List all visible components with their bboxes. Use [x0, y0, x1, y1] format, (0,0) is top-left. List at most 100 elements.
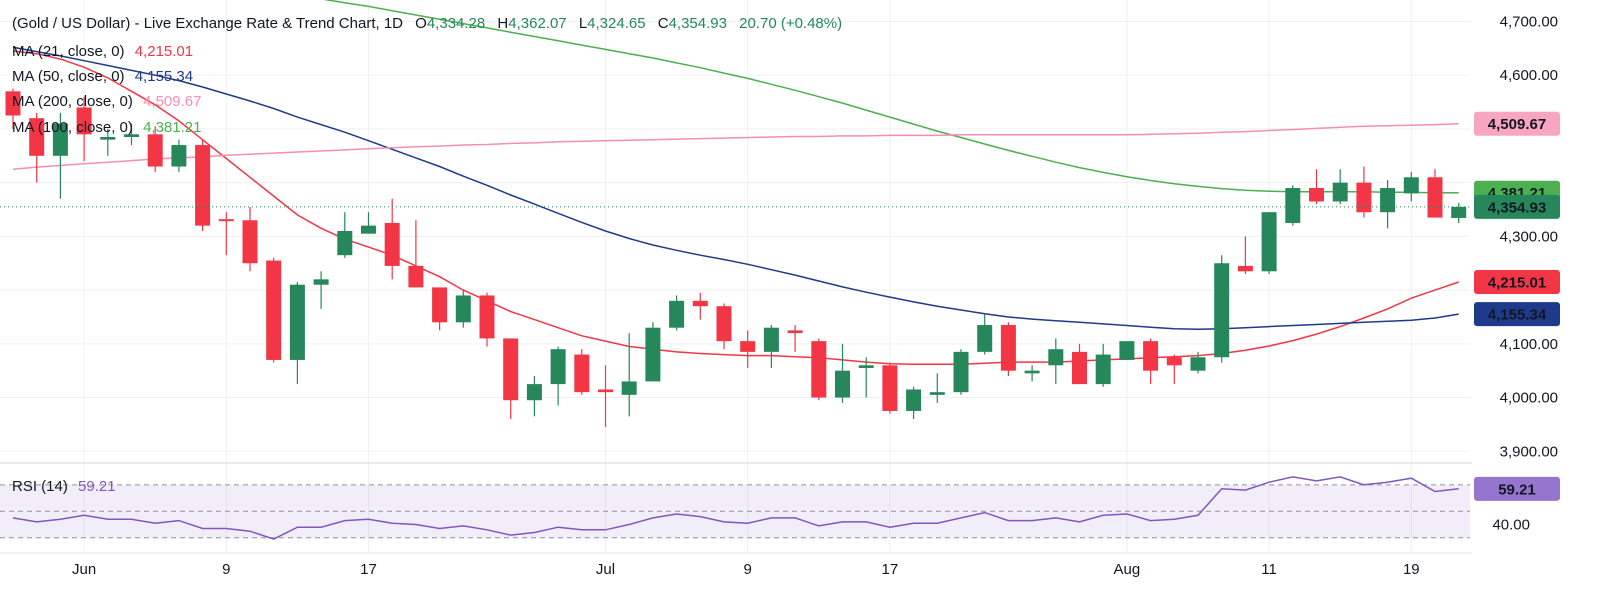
- time-tick-label: 9: [222, 561, 230, 578]
- candle-body: [1285, 188, 1301, 223]
- candle[interactable]: [503, 338, 519, 420]
- candle-body: [763, 327, 779, 352]
- candle[interactable]: [1166, 354, 1182, 385]
- candle[interactable]: [455, 290, 471, 328]
- candle[interactable]: [5, 88, 21, 129]
- candle[interactable]: [1024, 365, 1040, 382]
- close-label: C: [658, 15, 669, 32]
- candle[interactable]: [76, 96, 92, 162]
- candle[interactable]: [1309, 169, 1324, 205]
- candle-body: [526, 384, 542, 401]
- candle[interactable]: [1237, 236, 1253, 274]
- candle[interactable]: [479, 292, 495, 347]
- candle[interactable]: [811, 338, 827, 401]
- candle[interactable]: [171, 139, 187, 172]
- candle[interactable]: [1119, 341, 1135, 360]
- candle[interactable]: [266, 257, 282, 363]
- legend-ma100[interactable]: MA (100, close, 0) 4,381.21: [12, 119, 201, 136]
- candle[interactable]: [929, 373, 945, 403]
- candle[interactable]: [835, 343, 850, 403]
- candle[interactable]: [1427, 169, 1443, 218]
- candle[interactable]: [1190, 351, 1206, 374]
- candle[interactable]: [1000, 322, 1016, 377]
- candle[interactable]: [574, 349, 590, 395]
- candle[interactable]: [621, 333, 637, 417]
- candle[interactable]: [384, 198, 400, 280]
- candle[interactable]: [218, 212, 234, 256]
- candle-body: [29, 118, 45, 156]
- candle[interactable]: [953, 349, 969, 395]
- price-badge-bg: [1474, 111, 1560, 136]
- candle[interactable]: [787, 325, 803, 352]
- rsi-panel[interactable]: [0, 476, 1470, 540]
- candle[interactable]: [1403, 171, 1419, 202]
- candle-body: [882, 365, 898, 411]
- candle-body: [266, 260, 282, 360]
- candlestick-series[interactable]: [5, 88, 1467, 428]
- price-badge: 4,354.93: [1474, 194, 1560, 219]
- candle[interactable]: [1451, 203, 1467, 224]
- legend-ma50[interactable]: MA (50, close, 0) 4,155.34: [12, 68, 193, 85]
- candle[interactable]: [313, 271, 329, 309]
- rsi-line: [12, 476, 1459, 540]
- candle[interactable]: [1072, 343, 1087, 385]
- candle[interactable]: [645, 322, 661, 382]
- candle[interactable]: [692, 292, 708, 320]
- candle[interactable]: [1356, 166, 1372, 218]
- legend-ma21[interactable]: MA (21, close, 0) 4,215.01: [12, 43, 193, 60]
- price-tick-label: 4,600.00: [1500, 67, 1558, 84]
- legend-ma21-label: MA (21, close, 0): [12, 43, 125, 60]
- candle[interactable]: [337, 212, 353, 258]
- legend-rsi-label: RSI (14): [12, 478, 68, 495]
- candle-body: [52, 123, 68, 156]
- candle[interactable]: [550, 346, 566, 406]
- time-axis[interactable]: Jun 9 17 Jul 9 17 Aug 11 19: [72, 561, 1420, 578]
- candle[interactable]: [882, 362, 898, 414]
- candle[interactable]: [1332, 169, 1348, 205]
- candle[interactable]: [289, 282, 305, 385]
- candle[interactable]: [29, 112, 45, 183]
- time-tick-label: 17: [360, 561, 377, 578]
- open-value: 4,334.28: [427, 15, 485, 32]
- candle[interactable]: [147, 126, 163, 172]
- candle[interactable]: [100, 128, 116, 156]
- candle[interactable]: [669, 295, 685, 331]
- candle-body: [1380, 188, 1396, 213]
- candle-body: [1000, 325, 1016, 371]
- candle[interactable]: [1048, 338, 1064, 385]
- candle[interactable]: [1214, 255, 1230, 363]
- legend-ma200[interactable]: MA (200, close, 0) 4,509.67: [12, 93, 201, 110]
- candle[interactable]: [858, 357, 874, 398]
- price-tick-label: 4,700.00: [1500, 13, 1558, 30]
- candle[interactable]: [1261, 212, 1277, 274]
- candle-body: [289, 284, 305, 360]
- candle-body: [384, 222, 400, 266]
- candle[interactable]: [432, 287, 448, 331]
- candle-body: [740, 341, 756, 352]
- candle[interactable]: [526, 376, 542, 417]
- candle[interactable]: [598, 365, 613, 428]
- candle[interactable]: [763, 325, 779, 368]
- candle-body: [1190, 357, 1206, 371]
- candle[interactable]: [195, 139, 211, 231]
- candle-body: [1356, 182, 1372, 213]
- candle-body: [432, 287, 448, 323]
- legend-rsi[interactable]: RSI (14) 59.21: [12, 478, 116, 495]
- candle[interactable]: [1380, 179, 1396, 229]
- candle[interactable]: [906, 386, 922, 420]
- candle[interactable]: [408, 220, 424, 288]
- legend-ma50-label: MA (50, close, 0): [12, 68, 125, 85]
- candle[interactable]: [52, 112, 68, 199]
- candle[interactable]: [361, 212, 376, 234]
- candle[interactable]: [716, 303, 732, 350]
- price-grid: [0, 0, 1600, 554]
- candle[interactable]: [1095, 343, 1111, 387]
- candle[interactable]: [740, 330, 756, 368]
- candle-body: [811, 341, 827, 398]
- candle[interactable]: [242, 206, 258, 272]
- candle[interactable]: [977, 314, 993, 355]
- candle[interactable]: [1285, 185, 1301, 226]
- candle[interactable]: [1143, 338, 1159, 385]
- candle[interactable]: [124, 123, 139, 146]
